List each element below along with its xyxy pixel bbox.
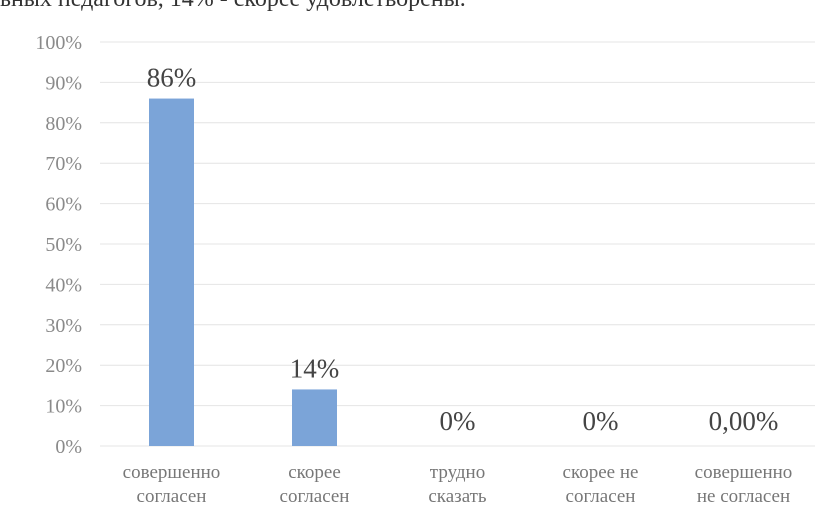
y-tick-label: 50% — [45, 234, 82, 256]
y-tick-label: 30% — [45, 315, 82, 337]
x-category-label: совершенно согласен — [123, 462, 221, 507]
data-labels: 86% 14% 0% 0% 0,00% — [147, 63, 779, 436]
data-label: 0% — [440, 406, 476, 436]
bar — [149, 98, 194, 446]
bar — [292, 389, 337, 446]
x-category-label: совершенно не согласен — [695, 462, 793, 507]
y-tick-label: 80% — [45, 113, 82, 135]
data-label: 0% — [583, 406, 619, 436]
data-label: 14% — [290, 353, 340, 383]
y-tick-label: 40% — [45, 274, 82, 296]
x-category-label: трудно сказать — [428, 462, 487, 507]
y-tick-label: 100% — [35, 32, 82, 54]
data-label: 0,00% — [709, 406, 779, 436]
y-tick-label: 90% — [45, 72, 82, 94]
grid-lines — [100, 41, 815, 447]
y-tick-label: 20% — [45, 355, 82, 377]
y-axis-ticks: 0% 10% 20% 30% 40% 50% 60% 70% 80% 90% 100% — [35, 32, 82, 458]
data-label: 86% — [147, 63, 197, 93]
y-tick-label: 0% — [55, 436, 82, 458]
x-category-label: скорее согласен — [280, 462, 350, 507]
bars — [149, 98, 337, 446]
y-tick-label: 10% — [45, 396, 82, 418]
paragraph-fragment: ьных педагогов, 14% - скорее удовлетворе… — [0, 0, 836, 14]
y-tick-label: 70% — [45, 153, 82, 175]
x-category-label: скорее не согласен — [563, 462, 639, 507]
y-tick-label: 60% — [45, 194, 82, 216]
x-axis-categories: совершенно согласен скорее согласен трудно ск… — [123, 462, 793, 507]
